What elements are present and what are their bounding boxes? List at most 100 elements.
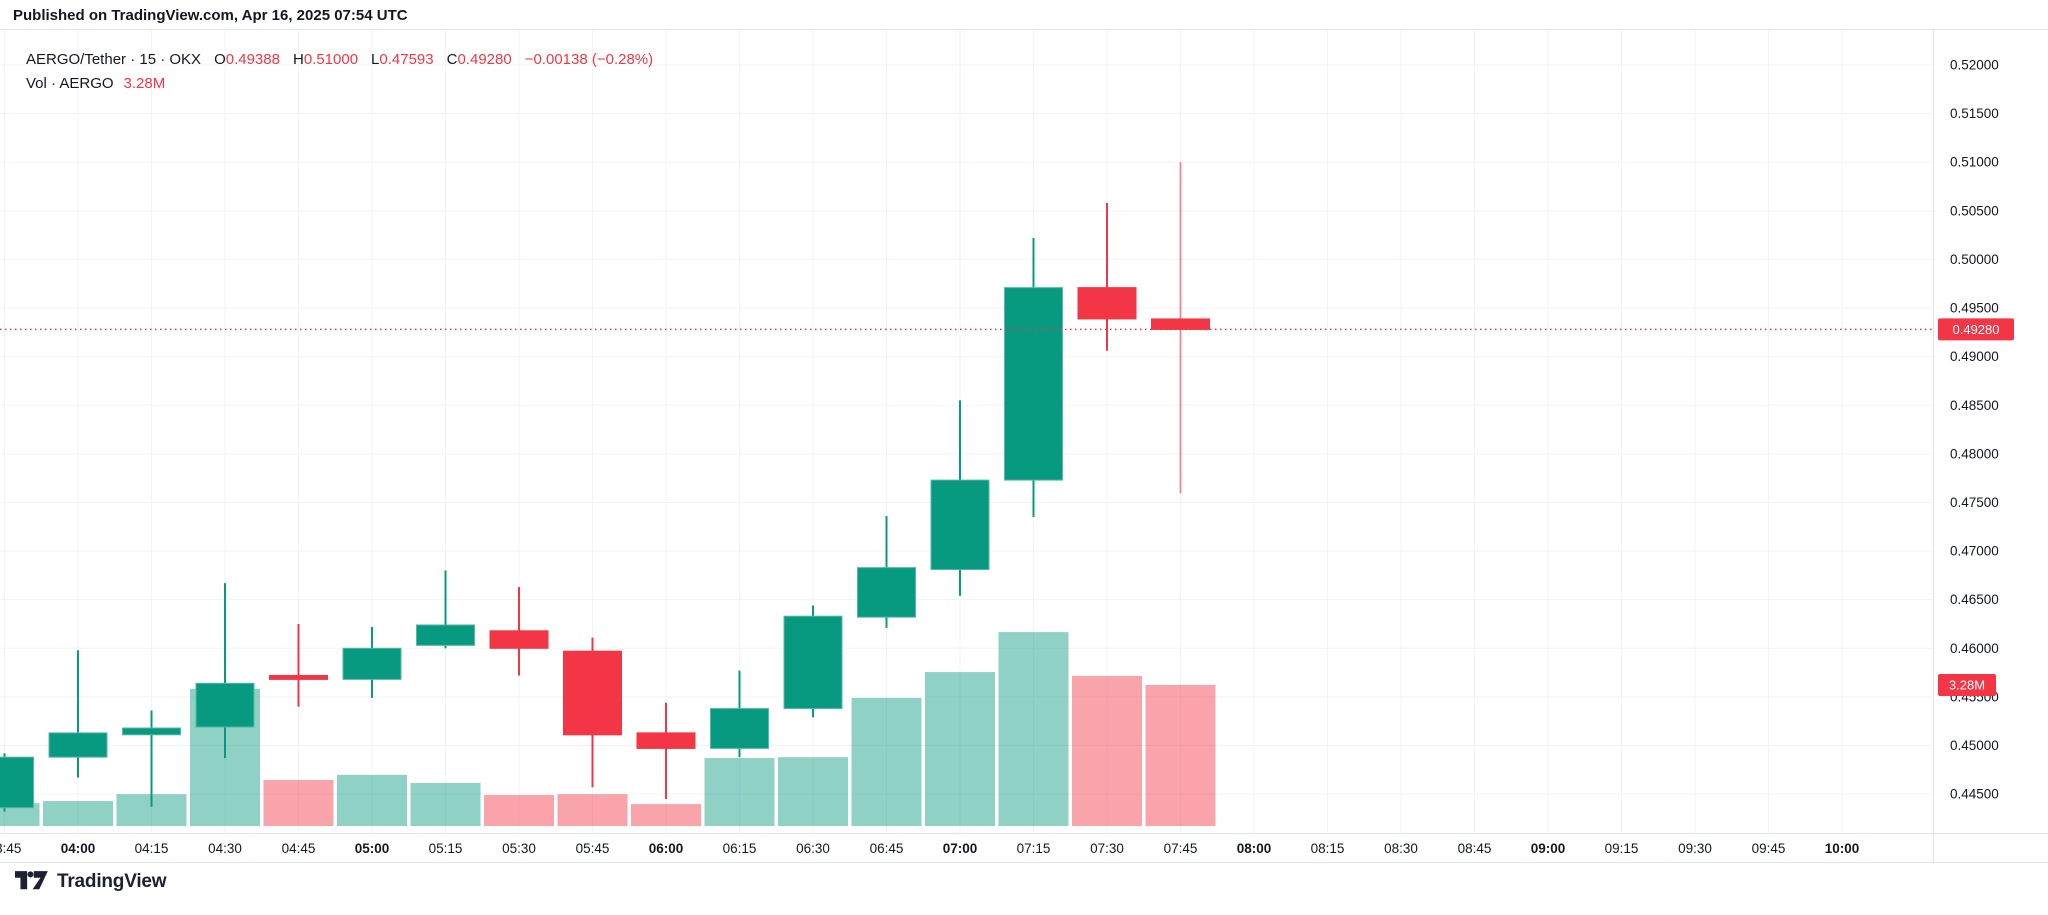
volume-bar: [851, 697, 922, 826]
candle: [857, 516, 916, 628]
time-tick-label: 08:00: [1237, 841, 1272, 856]
time-tick-label: 09:15: [1605, 841, 1639, 856]
candle-body: [930, 479, 990, 571]
time-tick-label: 06:00: [649, 841, 684, 856]
volume-bar: [484, 795, 554, 826]
volume-bar: [1072, 675, 1142, 826]
candle: [122, 710, 181, 807]
time-axis-pane[interactable]: [0, 834, 2048, 915]
candle-body: [783, 615, 843, 710]
volume-bar: [925, 672, 995, 826]
price-tick-label: 0.46000: [1950, 641, 1999, 656]
candle: [0, 753, 34, 812]
candle-body: [0, 756, 34, 809]
candle: [1151, 162, 1210, 494]
symbol-title: AERGO/Tether · 15 · OKX: [26, 51, 202, 68]
volume-label: Vol · AERGO: [26, 75, 114, 92]
candle-body: [1004, 287, 1063, 481]
volume-bar: [998, 632, 1069, 826]
time-tick-label: 03:45: [0, 841, 21, 856]
ohlc-open: O0.49388: [214, 51, 280, 68]
candle-body: [342, 647, 402, 680]
volume-bar: [263, 779, 334, 826]
candle-body: [563, 650, 622, 736]
time-tick-label: 05:15: [429, 841, 463, 856]
volume-bar: [410, 783, 481, 826]
time-tick-label: 09:45: [1752, 841, 1786, 856]
candle: [930, 400, 990, 596]
price-tick-label: 0.52000: [1950, 57, 1999, 72]
time-tick-label: 09:00: [1531, 841, 1566, 856]
time-tick-label: 08:30: [1384, 841, 1418, 856]
candle: [489, 587, 549, 676]
tradingview-logo-link[interactable]: TradingView: [15, 871, 167, 893]
candle-body: [636, 732, 696, 749]
candles-layer: [0, 162, 1210, 812]
last-price-badge-text: 0.49280: [1953, 322, 2000, 337]
price-tick-label: 0.44500: [1950, 787, 1999, 802]
price-tick-label: 0.50500: [1950, 203, 1999, 218]
price-tick-label: 0.48000: [1950, 446, 1999, 461]
volume-bar: [337, 774, 407, 826]
time-tick-label: 07:15: [1017, 841, 1051, 856]
candle-body: [857, 567, 916, 618]
published-note: Published on TradingView.com, Apr 16, 20…: [13, 7, 408, 24]
price-tick-label: 0.51000: [1950, 155, 1999, 170]
time-tick-label: 04:00: [61, 841, 96, 856]
volume-value: 3.28M: [123, 75, 166, 92]
price-tick-label: 0.46500: [1950, 592, 1999, 607]
candle-body: [416, 624, 475, 646]
time-tick-label: 07:30: [1090, 841, 1124, 856]
price-tick-label: 0.49500: [1950, 301, 1999, 316]
candle-body: [48, 732, 108, 758]
symbol-legend: AERGO/Tether · 15 · OKX O0.49388 H0.5100…: [26, 51, 653, 68]
price-tick-label: 0.47000: [1950, 544, 1999, 559]
tradingview-logo-icon: [15, 871, 48, 890]
candle-body: [710, 708, 769, 749]
candle-body: [1077, 287, 1137, 320]
candle: [783, 605, 843, 718]
time-tick-label: 09:30: [1678, 841, 1712, 856]
price-tick-label: 0.51500: [1950, 106, 1999, 121]
time-tick-label: 04:30: [208, 841, 242, 856]
candle: [1004, 238, 1063, 518]
candle-body: [1151, 318, 1210, 330]
time-tick-label: 08:45: [1458, 841, 1492, 856]
time-tick-label: 05:45: [576, 841, 610, 856]
candle: [195, 583, 255, 759]
time-tick-label: 06:15: [723, 841, 757, 856]
candle-body: [489, 630, 549, 649]
grid-layer: [0, 30, 1933, 833]
price-axis-pane[interactable]: [1933, 0, 2048, 915]
time-tick-label: 04:45: [282, 841, 316, 856]
time-tick-label: 10:00: [1825, 841, 1860, 856]
ohlc-high: H0.51000: [292, 51, 359, 68]
time-tick-label: 06:45: [870, 841, 904, 856]
volume-bar: [43, 801, 113, 826]
time-tick-label: 08:15: [1311, 841, 1345, 856]
time-tick-label: 05:00: [355, 841, 390, 856]
volume-layer: [0, 632, 1216, 826]
last-price-badge: [1938, 318, 2014, 341]
last-volume-badge: [1938, 673, 1996, 696]
price-tick-label: 0.47500: [1950, 495, 1999, 510]
last-volume-badge-text: 3.28M: [1949, 677, 1985, 692]
candle-body: [269, 675, 328, 680]
volume-bar: [557, 794, 628, 826]
time-tick-label: 05:30: [502, 841, 536, 856]
price-tick-label: 0.49000: [1950, 349, 1999, 364]
candle: [416, 570, 475, 649]
time-tick-label: 07:00: [943, 841, 978, 856]
volume-bar: [778, 757, 848, 826]
tradingview-logo-text: TradingView: [57, 871, 167, 892]
time-tick-label: 06:30: [796, 841, 830, 856]
candle: [636, 702, 696, 799]
candle: [342, 626, 402, 698]
volume-bar: [631, 804, 701, 826]
price-tick-label: 0.50000: [1950, 252, 1999, 267]
candle-body: [122, 727, 181, 736]
candle: [1077, 203, 1137, 351]
